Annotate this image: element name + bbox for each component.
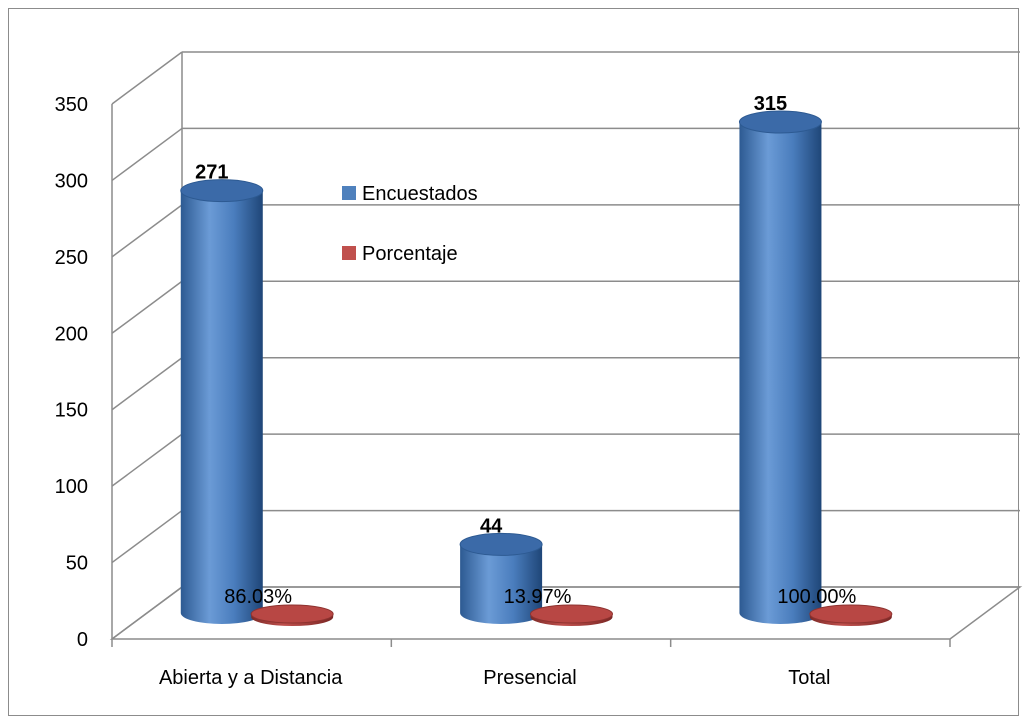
- gridline-diagonal: [111, 204, 183, 258]
- gridline-diagonal: [111, 280, 183, 334]
- y-tick-label: 300: [55, 170, 88, 192]
- gridline-diagonal: [111, 509, 183, 564]
- legend-label-encuestados: Encuestados: [362, 183, 478, 205]
- y-tick-label: 50: [66, 553, 88, 575]
- y-tick-label: 250: [55, 247, 88, 269]
- gridline-diagonal: [111, 433, 183, 487]
- bar-encuestados: [739, 122, 822, 625]
- y-tick-label: 100: [55, 476, 88, 498]
- data-label-porcentaje: 13.97%: [504, 586, 572, 608]
- data-label-encuestados: 271: [195, 162, 228, 184]
- bar-porcentaje-top: [809, 604, 893, 624]
- axis-layer: 0 50 100 150 200 250 300 350 Abierta y a Distanc…: [55, 94, 951, 689]
- bar-encuestados: [180, 190, 263, 625]
- y-tick-label: 350: [55, 94, 88, 116]
- data-label-encuestados: 44: [480, 515, 503, 537]
- gridline-diagonal: [111, 357, 183, 411]
- x-category-label: Presencial: [483, 667, 576, 689]
- bars-layer: [180, 110, 893, 626]
- legend-label-porcentaje: Porcentaje: [362, 243, 458, 265]
- gridline-diagonal: [111, 127, 183, 182]
- legend: Encuestados Porcentaje: [342, 183, 478, 265]
- gridline-diagonal: [111, 586, 183, 640]
- bar-encuestados-top: [459, 532, 543, 556]
- legend-swatch-porcentaje: [342, 246, 356, 260]
- bar-porcentaje-top: [250, 604, 334, 624]
- bar-porcentaje-top: [530, 604, 614, 624]
- legend-swatch-encuestados: [342, 186, 356, 200]
- data-label-porcentaje: 100.00%: [777, 586, 856, 608]
- data-label-porcentaje: 86.03%: [224, 586, 292, 608]
- y-tick-label: 200: [55, 323, 88, 345]
- labels-layer: 271 86.03% 44 13.97% 315 100.00%: [195, 93, 856, 608]
- y-tick-label: 0: [77, 629, 88, 651]
- gridline-diagonal: [111, 51, 183, 105]
- data-label-encuestados: 315: [754, 93, 787, 115]
- x-category-label: Abierta y a Distancia: [159, 667, 343, 689]
- bar-encuestados: [460, 544, 543, 625]
- bar-encuestados-top: [738, 110, 822, 134]
- bar-encuestados-top: [180, 179, 264, 203]
- x-category-label: Total: [788, 667, 830, 689]
- y-tick-label: 150: [55, 400, 88, 422]
